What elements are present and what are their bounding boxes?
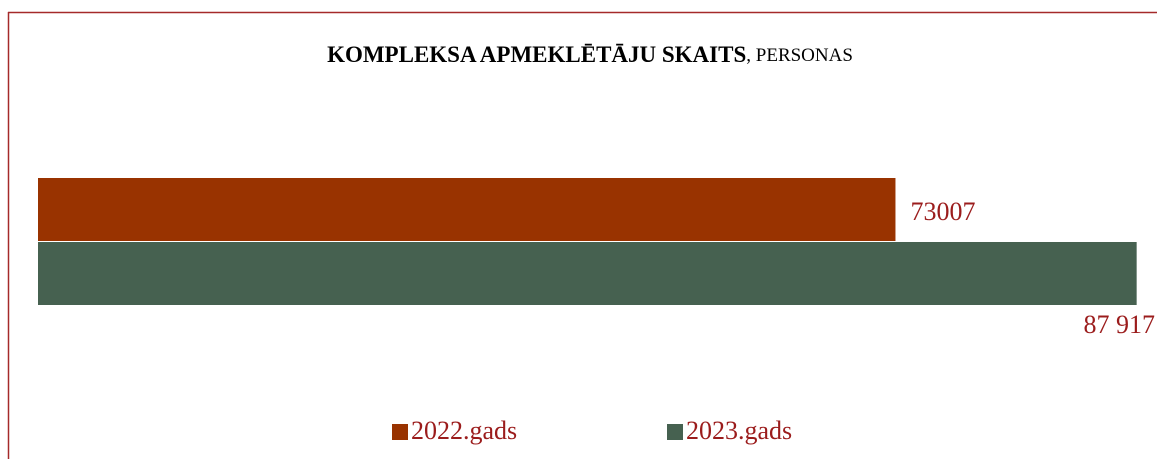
data-label: 87 917: [1084, 310, 1156, 339]
data-label: 73007: [910, 197, 975, 226]
legend-label: 2023.gads: [686, 416, 792, 445]
legend-swatch: [392, 424, 408, 440]
chart-title-group: KOMPLEKSA APMEKLĒTĀJU SKAITS, PERSONAS: [327, 42, 853, 67]
chart-subtitle: , PERSONAS: [746, 45, 853, 66]
legend-swatch: [667, 424, 683, 440]
chart-title: KOMPLEKSA APMEKLĒTĀJU SKAITS: [327, 42, 746, 67]
bar: [38, 178, 896, 241]
legend-label: 2022.gads: [411, 416, 517, 445]
bar: [38, 242, 1137, 305]
